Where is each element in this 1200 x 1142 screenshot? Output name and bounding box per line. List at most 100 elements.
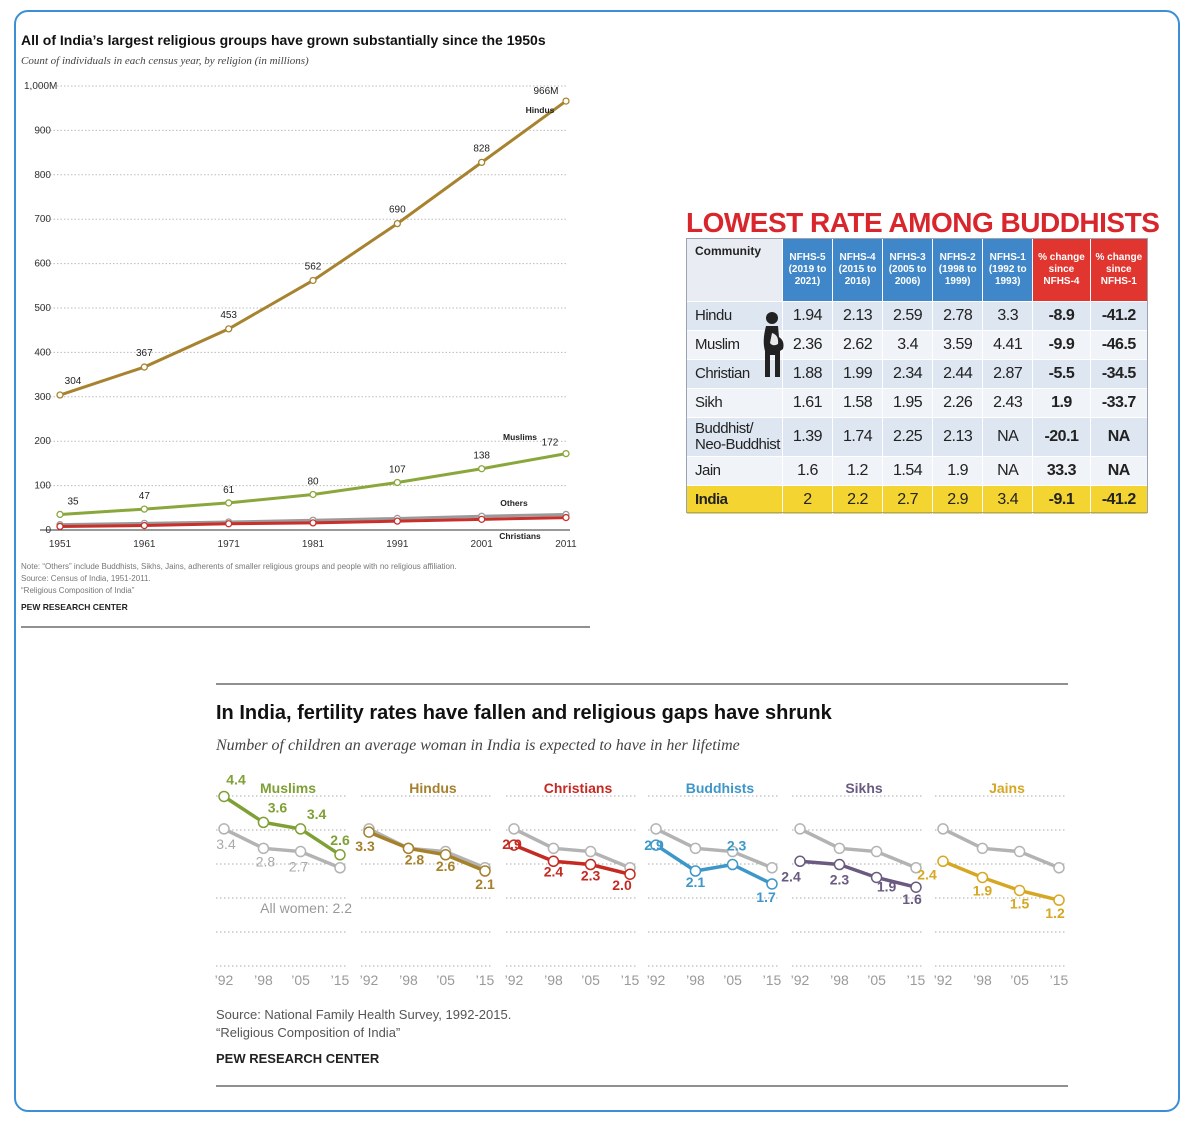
tfr-value-cell: 2.34 <box>882 359 934 389</box>
header-text: (1998 to <box>938 264 977 275</box>
tfr-value-cell: 1.88 <box>781 359 834 389</box>
series-point-hindus <box>439 849 452 861</box>
tfr-value-cell: 1.95 <box>882 388 934 418</box>
header-col-2: NFHS-4 (2015 to 2016) <box>832 238 884 302</box>
panel-title-christians: Christians <box>544 780 613 796</box>
chart1-point-christians <box>140 521 148 530</box>
community-name: Christian <box>695 365 750 382</box>
chart1-series-name-christians: Christians <box>499 531 541 541</box>
tfr-value-cell: 3.4 <box>882 330 934 360</box>
chart1-data-label-hindus: 562 <box>305 261 322 272</box>
tfr-value-cell: 2.87 <box>982 359 1034 389</box>
all-women-point <box>976 842 989 855</box>
table-header-row: Community NFHS-5 (2019 to 2021) NFHS-4 (2015 … <box>686 238 1149 302</box>
series-point-buddhists <box>726 858 739 871</box>
all-women-point <box>584 845 597 858</box>
panel-title-jains: Jains <box>989 780 1025 796</box>
chart1-point-hindus <box>478 158 486 167</box>
series-point-jains <box>937 855 949 868</box>
x-tick-label: ’05 <box>436 972 455 988</box>
chart1-point-christians <box>562 513 570 522</box>
chart1-y-tick-label: 100 <box>34 481 51 492</box>
header-text: NFHS-3 <box>889 252 926 263</box>
series-point-muslims <box>294 823 307 835</box>
table-row: Buddhist/Neo-Buddhist 1.39 1.74 2.25 2.13 NA -… <box>686 417 1149 457</box>
all-women-point <box>1053 862 1065 874</box>
percent-change-cell: -5.5 <box>1032 359 1091 389</box>
all-women-line <box>368 827 486 870</box>
fertility-chart: In India, fertility rates have fallen an… <box>215 683 1069 1087</box>
percent-change-cell: -20.1 <box>1032 417 1091 457</box>
community-cell: India <box>686 485 783 515</box>
tfr-value-cell: 3.59 <box>932 330 984 360</box>
series-point-sikhs <box>794 855 806 868</box>
header-col-6: % change since NFHS-4 <box>1032 238 1091 302</box>
chart1-data-label-hindus: 367 <box>136 348 153 359</box>
tfr-value-cell: 2.7 <box>882 485 934 515</box>
chart1-report: “Religious Composition of India” <box>21 586 135 595</box>
series-line-buddhists <box>655 843 773 886</box>
chart1-data-label-muslims: 172 <box>542 438 559 449</box>
panel-buddhists: Buddhists 2.9 2.1 2.3 1.7 ’92 ’98 ’05 ’15 <box>644 780 781 988</box>
header-text: NFHS-2 <box>939 252 976 263</box>
series-point-christians <box>624 868 636 880</box>
header-text: % change <box>1038 252 1085 263</box>
percent-change-cell: 1.9 <box>1032 388 1091 418</box>
series-line-sikhs <box>799 859 917 889</box>
tfr-value-cell: 2.13 <box>932 417 984 457</box>
panel-jains: Jains 2.4 1.9 1.5 1.2 ’92 ’98 ’05 ’15 <box>917 780 1068 988</box>
chart2-source: Source: National Family Health Survey, 1… <box>216 1007 511 1022</box>
all-women-point <box>1013 845 1026 858</box>
x-tick-label: ’98 <box>830 972 849 988</box>
chart1-point-muslims <box>140 505 148 513</box>
all-women-label: All women: 2.2 <box>260 900 352 916</box>
header-text: since <box>1048 264 1075 275</box>
header-text: NFHS-1 <box>989 252 1026 263</box>
all-women-point <box>910 862 922 874</box>
tfr-value-cell: 3.4 <box>982 485 1034 515</box>
header-text: 1993) <box>994 276 1021 287</box>
chart1-data-label-hindus: 690 <box>389 205 406 216</box>
table-title: LOWEST RATE AMONG BUDDHISTS <box>686 207 1160 238</box>
header-text: (1992 to <box>988 264 1027 275</box>
x-tick-label: ’15 <box>621 972 640 988</box>
data-label-hindus: 2.8 <box>405 851 425 867</box>
chart1-data-label-muslims: 61 <box>223 485 235 496</box>
all-women-point <box>508 823 520 835</box>
tfr-value-cell: 2.59 <box>882 301 934 331</box>
header-text: (2019 to <box>788 264 827 275</box>
tfr-value-cell: NA <box>982 417 1034 457</box>
panel-hindus: Hindus 3.3 2.8 2.6 2.1 ’92 ’98 ’05 ’15 <box>355 780 495 988</box>
chart1-series-name-muslims: Muslims <box>503 432 537 442</box>
chart1-data-label-hindus: 966M <box>533 86 558 97</box>
header-text: 2021) <box>794 276 821 287</box>
all-women-line <box>942 827 1060 870</box>
table-row: Christian 1.88 1.99 2.34 2.44 2.87 -5.5 -34.5 <box>686 359 1149 389</box>
series-line-muslims <box>223 795 341 857</box>
nfhs-table: Community NFHS-5 (2019 to 2021) NFHS-4 (2015 … <box>686 238 1149 515</box>
tfr-value-cell: 2.26 <box>932 388 984 418</box>
tfr-value-cell: 2.78 <box>932 301 984 331</box>
chart2-subtitle: Number of children an average woman in I… <box>215 737 740 754</box>
chart1-point-muslims <box>393 478 401 487</box>
data-label-buddhists: 1.7 <box>756 889 776 905</box>
all-women-point <box>294 845 307 858</box>
chart1-point-muslims <box>225 499 233 507</box>
tfr-value-cell: 2.62 <box>832 330 884 360</box>
series-point-jains <box>1053 894 1065 906</box>
x-tick-label: ’05 <box>723 972 742 988</box>
chart1-series-name-hindus: Hindus <box>526 105 555 115</box>
header-text: NFHS-4 <box>1043 276 1080 287</box>
x-tick-label: ’98 <box>254 972 273 988</box>
population-chart: All of India’s largest religious groups … <box>21 32 590 628</box>
header-text: Community <box>695 244 761 258</box>
percent-change-cell: -41.2 <box>1089 301 1149 331</box>
x-tick-label: ’92 <box>215 972 234 988</box>
header-text: 1999) <box>944 276 971 287</box>
header-community: Community <box>686 238 783 302</box>
percent-change-cell: -9.9 <box>1032 330 1091 360</box>
all-women-line <box>655 827 773 870</box>
community-name: India <box>695 491 728 508</box>
tfr-value-cell: NA <box>982 456 1034 486</box>
data-label-jains: 1.9 <box>973 882 993 898</box>
